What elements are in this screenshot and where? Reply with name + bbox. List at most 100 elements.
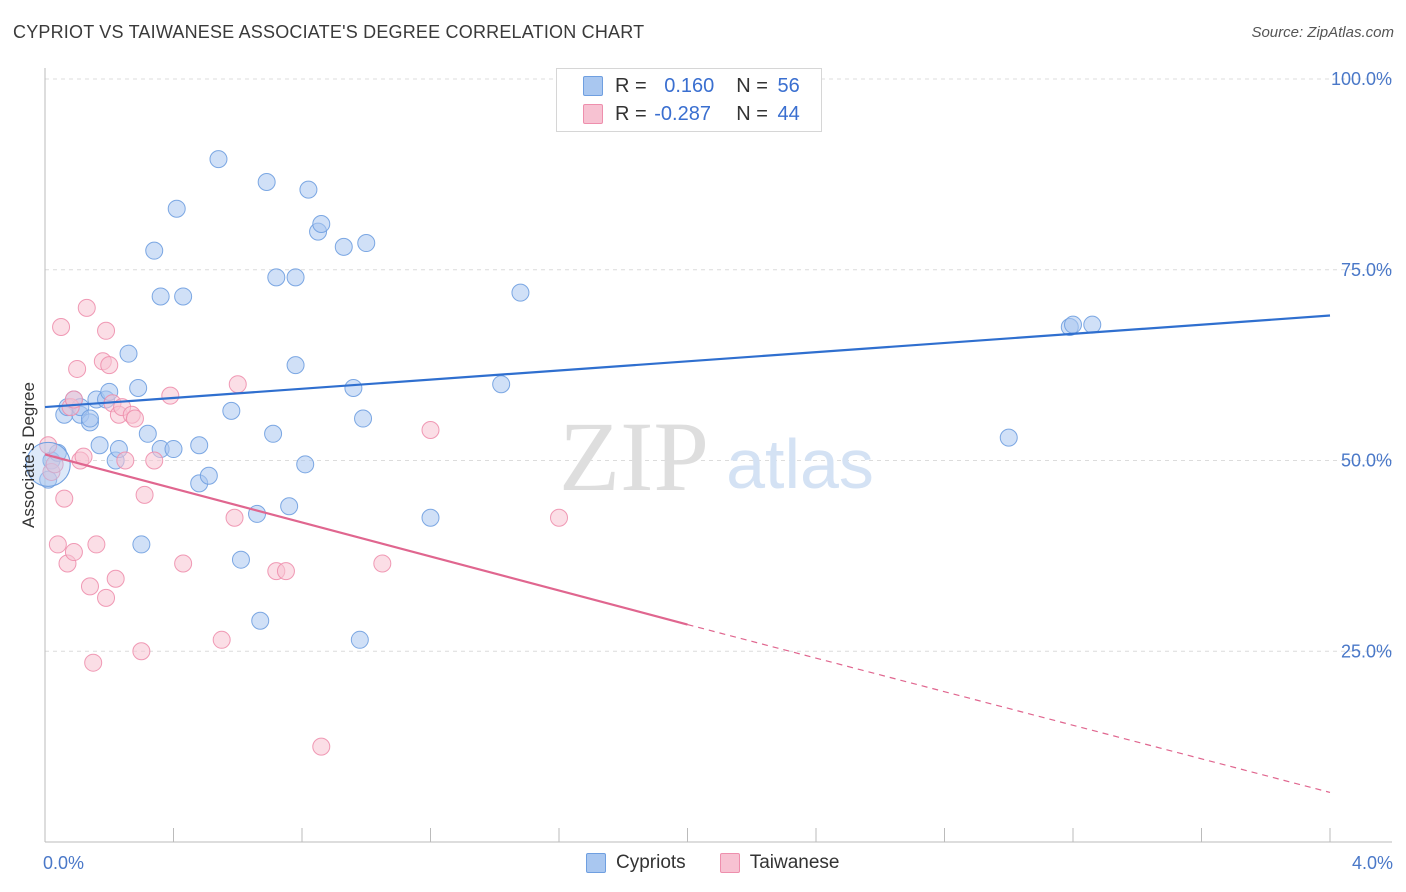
legend-row-cypriots: R = 0.160 N = 56 bbox=[583, 72, 800, 100]
data-point bbox=[132, 535, 151, 554]
data-point bbox=[999, 428, 1018, 447]
series-legend-taiwanese: Taiwanese bbox=[719, 852, 840, 874]
data-point bbox=[286, 356, 305, 375]
data-point bbox=[174, 554, 193, 573]
data-point bbox=[116, 451, 135, 470]
data-point bbox=[251, 611, 270, 630]
data-point bbox=[145, 451, 164, 470]
data-point bbox=[145, 241, 164, 260]
data-point bbox=[164, 440, 183, 459]
series-swatch-taiwanese bbox=[719, 853, 740, 873]
y-tick-label: 100.0% bbox=[1331, 69, 1392, 89]
data-point bbox=[97, 321, 116, 340]
legend-r-value: -0.287 bbox=[654, 102, 711, 125]
data-point bbox=[299, 180, 318, 199]
data-point bbox=[151, 287, 170, 306]
data-point bbox=[1064, 315, 1082, 334]
watermark-zip: ZIP bbox=[559, 401, 709, 512]
data-point bbox=[174, 287, 193, 306]
legend-n-value: 44 bbox=[777, 102, 800, 125]
legend-row-taiwanese: R = -0.287 N = 44 bbox=[583, 100, 800, 128]
data-point bbox=[199, 466, 218, 485]
series-cypriots bbox=[39, 150, 1102, 649]
y-tick-label: 25.0% bbox=[1341, 641, 1392, 661]
data-point bbox=[231, 550, 250, 569]
data-point bbox=[77, 298, 96, 317]
x-tick-label-min: 0.0% bbox=[43, 853, 84, 873]
data-point bbox=[80, 577, 99, 596]
data-point bbox=[350, 630, 369, 649]
data-point bbox=[119, 344, 138, 363]
y-tick-label: 50.0% bbox=[1341, 451, 1392, 471]
trend-line-taiwanese bbox=[44, 453, 688, 626]
data-point bbox=[39, 436, 58, 455]
data-point bbox=[1083, 315, 1102, 334]
data-point bbox=[106, 569, 125, 588]
data-point bbox=[312, 214, 331, 233]
data-point bbox=[222, 401, 241, 420]
data-point bbox=[55, 489, 74, 508]
legend-r-label: R = bbox=[615, 102, 653, 125]
trend-line-extension bbox=[687, 623, 1331, 793]
data-point bbox=[492, 375, 511, 394]
data-point bbox=[296, 455, 315, 474]
legend-r-value: 0.160 bbox=[664, 74, 715, 97]
data-point bbox=[84, 653, 103, 672]
chart-title: CYPRIOT VS TAIWANESE ASSOCIATE'S DEGREE … bbox=[13, 22, 645, 42]
data-point bbox=[138, 424, 157, 443]
data-point bbox=[80, 409, 99, 428]
series-label-cypriots: Cypriots bbox=[616, 852, 686, 873]
data-point bbox=[550, 508, 568, 527]
data-point bbox=[276, 562, 295, 581]
y-tick-label: 75.0% bbox=[1341, 260, 1392, 280]
data-point bbox=[190, 436, 209, 455]
data-point bbox=[344, 379, 363, 398]
series-legend-cypriots: Cypriots bbox=[586, 852, 686, 874]
data-point bbox=[52, 317, 71, 336]
trend-line-cypriots bbox=[44, 314, 1331, 409]
data-point bbox=[209, 150, 228, 169]
data-point bbox=[286, 268, 305, 287]
data-point bbox=[511, 283, 530, 302]
data-point bbox=[48, 535, 67, 554]
x-tick-label-max: 4.0% bbox=[1352, 853, 1393, 873]
data-point bbox=[90, 436, 109, 455]
data-point bbox=[264, 424, 283, 443]
data-point bbox=[135, 485, 154, 504]
data-point bbox=[87, 535, 106, 554]
data-point-cluster bbox=[25, 441, 71, 487]
data-point bbox=[68, 359, 87, 378]
data-point bbox=[212, 630, 231, 649]
data-point bbox=[421, 508, 440, 527]
data-point bbox=[161, 386, 180, 405]
data-point bbox=[64, 543, 83, 562]
data-point bbox=[167, 199, 186, 218]
data-point bbox=[421, 420, 440, 439]
data-point bbox=[228, 375, 247, 394]
legend-r-label: R = bbox=[615, 74, 653, 97]
series-taiwanese bbox=[39, 298, 568, 756]
data-point bbox=[312, 737, 331, 756]
correlation-legend: R = 0.160 N = 56 R = -0.287 N = 44 bbox=[556, 68, 822, 132]
legend-n-label: N = bbox=[736, 74, 774, 97]
legend-n-label: N = bbox=[736, 102, 774, 125]
chart-source: Source: ZipAtlas.com bbox=[1251, 24, 1394, 41]
data-point bbox=[267, 268, 286, 287]
data-point bbox=[100, 356, 119, 375]
legend-n-value: 56 bbox=[777, 74, 800, 97]
data-point bbox=[354, 409, 373, 428]
data-point bbox=[334, 237, 353, 256]
y-axis-label: Associate's Degree bbox=[19, 382, 38, 528]
data-point bbox=[125, 409, 144, 428]
data-point bbox=[257, 173, 276, 192]
series-label-taiwanese: Taiwanese bbox=[749, 852, 840, 873]
legend-swatch-taiwanese bbox=[583, 104, 603, 124]
legend-swatch-cypriots bbox=[583, 76, 603, 96]
data-point bbox=[132, 642, 151, 661]
series-swatch-cypriots bbox=[586, 853, 606, 873]
data-point bbox=[357, 234, 376, 253]
series-legend: Cypriots Taiwanese bbox=[586, 852, 873, 874]
watermark-atlas: atlas bbox=[726, 425, 874, 503]
data-point bbox=[225, 508, 244, 527]
data-point bbox=[97, 588, 116, 607]
